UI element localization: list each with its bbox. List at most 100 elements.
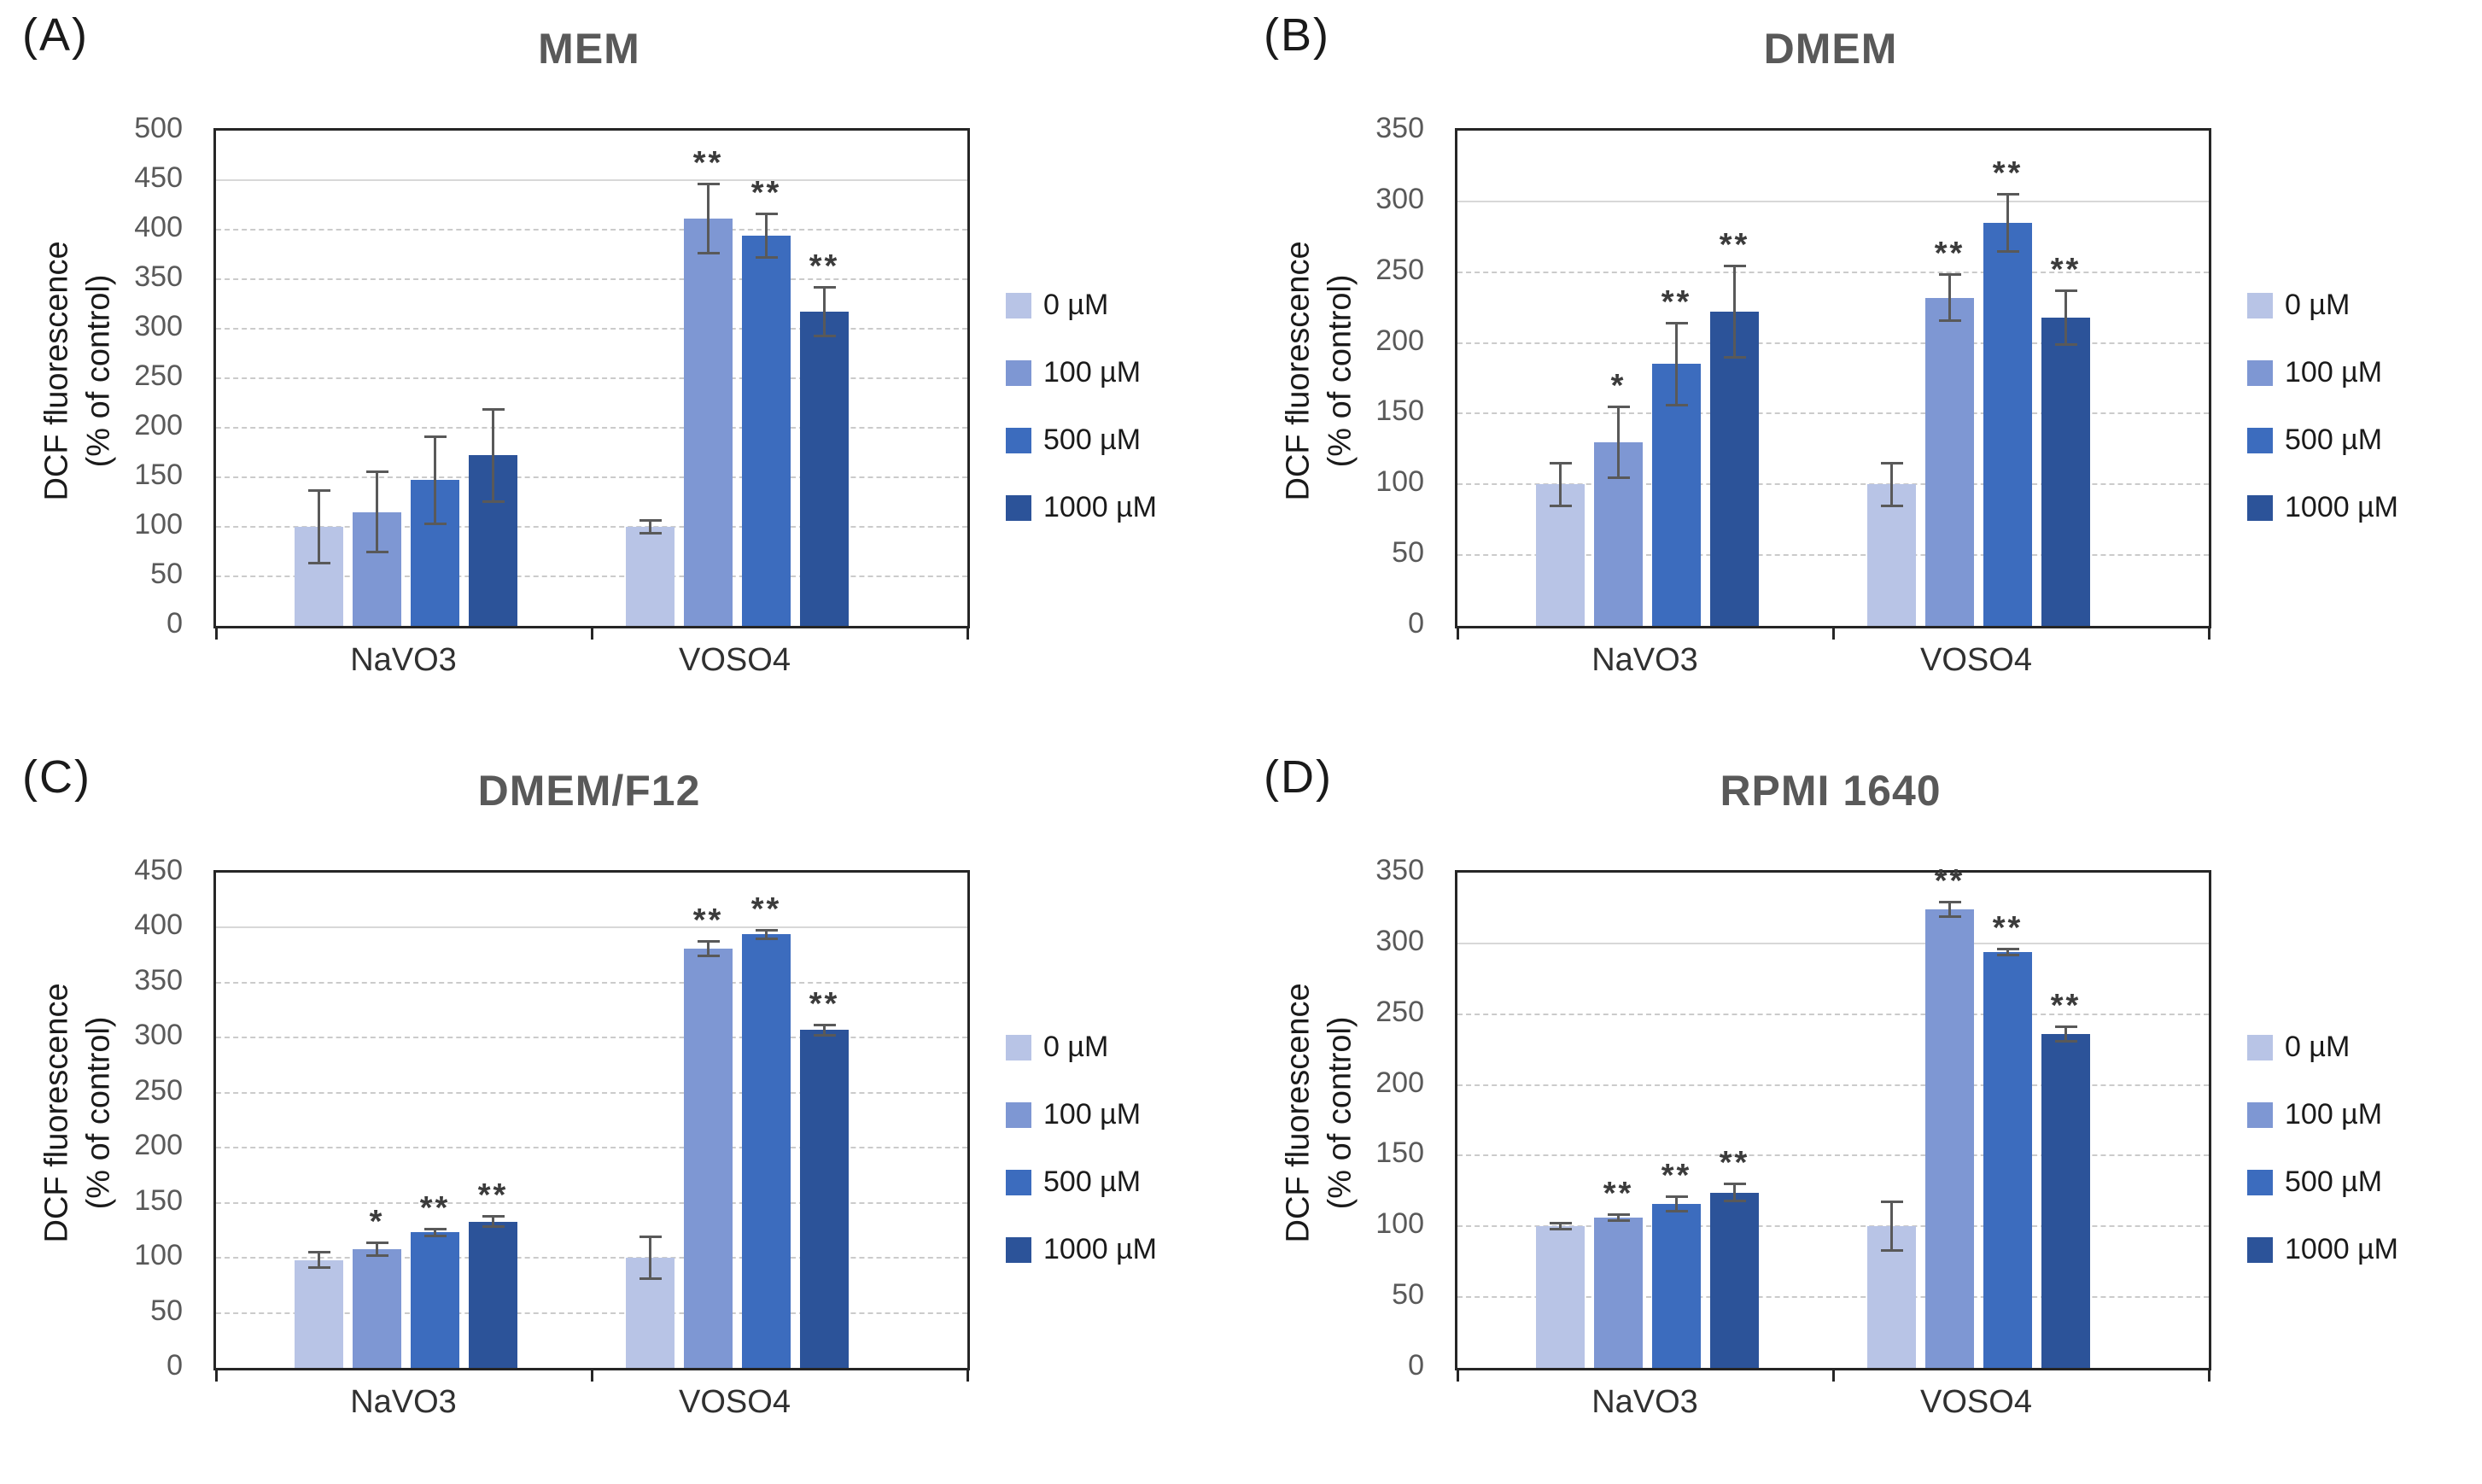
error-bar — [1996, 192, 2019, 253]
bar-group: * ** ** — [1536, 229, 1759, 626]
legend-swatch — [1006, 292, 1031, 318]
legend-label: 0 µM — [1043, 289, 1109, 321]
legend-item: 0 µM — [2247, 1031, 2398, 1064]
error-bar — [1996, 947, 2019, 956]
bar: ** — [1710, 229, 1759, 626]
legend-swatch — [1006, 359, 1031, 386]
legend-swatch — [1006, 427, 1031, 453]
legend-label: 500 µM — [2285, 424, 2383, 456]
legend-label: 1000 µM — [2285, 1233, 2398, 1265]
bar — [411, 435, 459, 626]
error-bar — [482, 407, 505, 504]
gridline — [1457, 271, 2209, 273]
plot-area: * ** ** ** ** ** — [1455, 128, 2211, 640]
legend-item: 1000 µM — [2247, 491, 2398, 524]
y-tick-label: 400 — [134, 909, 183, 942]
gridline — [1457, 483, 2209, 486]
y-tick-label: 50 — [1392, 1278, 1424, 1312]
bar: * — [353, 1206, 401, 1368]
y-axis-title-line1: DCF fluorescence — [1280, 241, 1317, 501]
significance-label: ** — [809, 985, 840, 1022]
legend-item: 0 µM — [2247, 289, 2398, 322]
error-bar — [1549, 1222, 1572, 1231]
legend-item: 500 µM — [1006, 424, 1157, 457]
bar: ** — [684, 147, 733, 626]
axis-tick — [215, 628, 218, 640]
y-tick-label: 0 — [166, 607, 183, 640]
gridline — [1457, 1225, 2209, 1228]
bar — [353, 470, 401, 626]
legend-label: 1000 µM — [1043, 491, 1157, 523]
y-tick-label: 250 — [1375, 253, 1424, 286]
bar-group: ** ** ** — [626, 893, 849, 1368]
x-category-label: NaVO3 — [350, 642, 457, 678]
panel-letter: (D) — [1264, 751, 1333, 803]
error-bar — [423, 1228, 447, 1237]
bar: ** — [2041, 254, 2090, 626]
bar-group: ** ** ** — [626, 147, 849, 626]
gridline — [1457, 1154, 2209, 1157]
error-bar — [1665, 1195, 1688, 1212]
y-tick-label: 200 — [1375, 1066, 1424, 1099]
bar: ** — [1710, 1147, 1759, 1368]
y-axis-title-line1: DCF fluorescence — [1280, 983, 1317, 1243]
y-tick-label: 350 — [1375, 854, 1424, 886]
gridline — [216, 1091, 967, 1094]
y-tick-label: 50 — [1392, 536, 1424, 570]
axis-tick — [1832, 1370, 1835, 1382]
bar: ** — [800, 250, 849, 626]
significance-label: ** — [1992, 909, 2024, 946]
error-bar — [1938, 273, 1961, 322]
bar-group: ** ** ** — [1536, 1147, 1759, 1368]
legend-item: 1000 µM — [1006, 491, 1157, 524]
legend-label: 100 µM — [1043, 356, 1142, 389]
legend-swatch — [2247, 427, 2273, 453]
bar-group: * ** ** — [295, 1179, 517, 1368]
y-tick-label: 200 — [134, 409, 183, 441]
error-bar — [1607, 405, 1630, 479]
error-bar — [813, 286, 836, 338]
legend-swatch — [1006, 1169, 1031, 1195]
legend-item: 0 µM — [1006, 1031, 1157, 1064]
bar — [626, 518, 675, 626]
legend: 0 µM 100 µM 500 µM 1000 µM — [1006, 1031, 1157, 1266]
panel-title: DMEM/F12 — [477, 767, 701, 815]
error-bar — [1938, 901, 1961, 919]
y-tick-label: 50 — [150, 1294, 183, 1327]
legend-item: 1000 µM — [1006, 1233, 1157, 1266]
legend-swatch — [2247, 1101, 2273, 1128]
panel-a: (A) MEM DCF fluorescence (% of control) … — [0, 0, 1241, 742]
bar: ** — [800, 988, 849, 1368]
significance-label: ** — [1603, 1176, 1634, 1212]
error-bar — [365, 470, 388, 554]
gridline — [216, 229, 967, 231]
error-bar — [1880, 461, 1903, 507]
y-tick-label: 150 — [1375, 394, 1424, 428]
significance-label: * — [1610, 367, 1626, 404]
bar: ** — [1983, 157, 2032, 626]
legend-label: 1000 µM — [2285, 491, 2398, 523]
bar — [469, 407, 517, 626]
bar — [1536, 1222, 1585, 1368]
legend-label: 0 µM — [1043, 1031, 1109, 1063]
significance-label: ** — [1934, 236, 1965, 272]
legend-label: 500 µM — [1043, 424, 1142, 456]
bar: ** — [1594, 1177, 1643, 1368]
bar: ** — [1925, 865, 1974, 1368]
y-tick-label: 400 — [134, 211, 183, 243]
bar-group: ** ** ** — [1867, 865, 2090, 1368]
x-category-label: VOSO4 — [1920, 642, 2032, 678]
legend-swatch — [1006, 1034, 1031, 1060]
error-bar — [1549, 461, 1572, 507]
legend-swatch — [1006, 494, 1031, 521]
significance-label: * — [369, 1203, 385, 1240]
x-category-label: NaVO3 — [350, 1384, 457, 1420]
y-tick-label: 0 — [166, 1349, 183, 1382]
gridline — [216, 328, 967, 330]
panel-title: DMEM — [1763, 25, 1898, 73]
error-bar — [1880, 1201, 1903, 1253]
error-bar — [697, 939, 720, 958]
legend-label: 100 µM — [2285, 356, 2383, 389]
error-bar — [755, 928, 778, 940]
y-axis-ticks: 0 50 100 150 200 250 300 350 400 450 500 — [85, 112, 196, 640]
